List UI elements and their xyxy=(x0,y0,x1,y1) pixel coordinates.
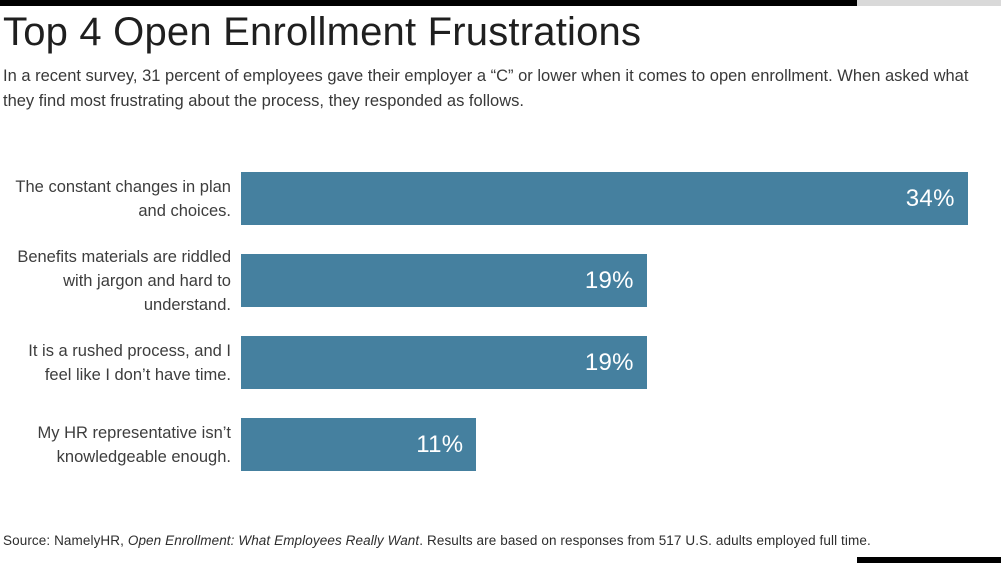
bar-track: 11% xyxy=(241,418,998,471)
top-rule-black-segment xyxy=(0,0,857,6)
bar: 19% xyxy=(241,254,647,307)
bar: 34% xyxy=(241,172,968,225)
source-report-title: Open Enrollment: What Employees Really W… xyxy=(127,533,420,548)
category-label: It is a rushed process, and I feel like … xyxy=(28,341,231,384)
category-label: The constant changes in plan and choices… xyxy=(15,177,231,220)
chart-row: It is a rushed process, and I feel like … xyxy=(3,336,998,389)
bar-track: 34% xyxy=(241,172,998,225)
value-label: 19% xyxy=(584,266,634,294)
page-title: Top 4 Open Enrollment Frustrations xyxy=(3,10,642,54)
category-label: Benefits materials are riddled with jarg… xyxy=(17,247,231,314)
bar-chart: The constant changes in plan and choices… xyxy=(3,172,998,471)
value-label: 19% xyxy=(584,348,634,376)
category-label: My HR representative isn’t knowledgeable… xyxy=(37,423,231,466)
value-label: 11% xyxy=(416,430,464,458)
value-label: 34% xyxy=(905,184,955,212)
bar-track: 19% xyxy=(241,254,998,307)
chart-row: Benefits materials are riddled with jarg… xyxy=(3,248,998,314)
bar: 19% xyxy=(241,336,647,389)
bar: 11% xyxy=(241,418,477,471)
top-rule-gray-segment xyxy=(857,0,1001,6)
source-suffix: . Results are based on responses from 51… xyxy=(419,533,871,548)
chart-row: My HR representative isn’t knowledgeable… xyxy=(3,418,998,471)
infographic-content: Top 4 Open Enrollment Frustrations In a … xyxy=(0,6,1001,471)
bottom-accent-rule xyxy=(857,557,1001,563)
chart-row: The constant changes in plan and choices… xyxy=(3,172,998,225)
bar-track: 19% xyxy=(241,336,998,389)
top-accent-rule xyxy=(0,0,1001,6)
source-line: Source: NamelyHR, Open Enrollment: What … xyxy=(3,533,871,548)
source-prefix: Source: NamelyHR, xyxy=(3,533,128,548)
page-subtitle: In a recent survey, 31 percent of employ… xyxy=(3,67,969,110)
